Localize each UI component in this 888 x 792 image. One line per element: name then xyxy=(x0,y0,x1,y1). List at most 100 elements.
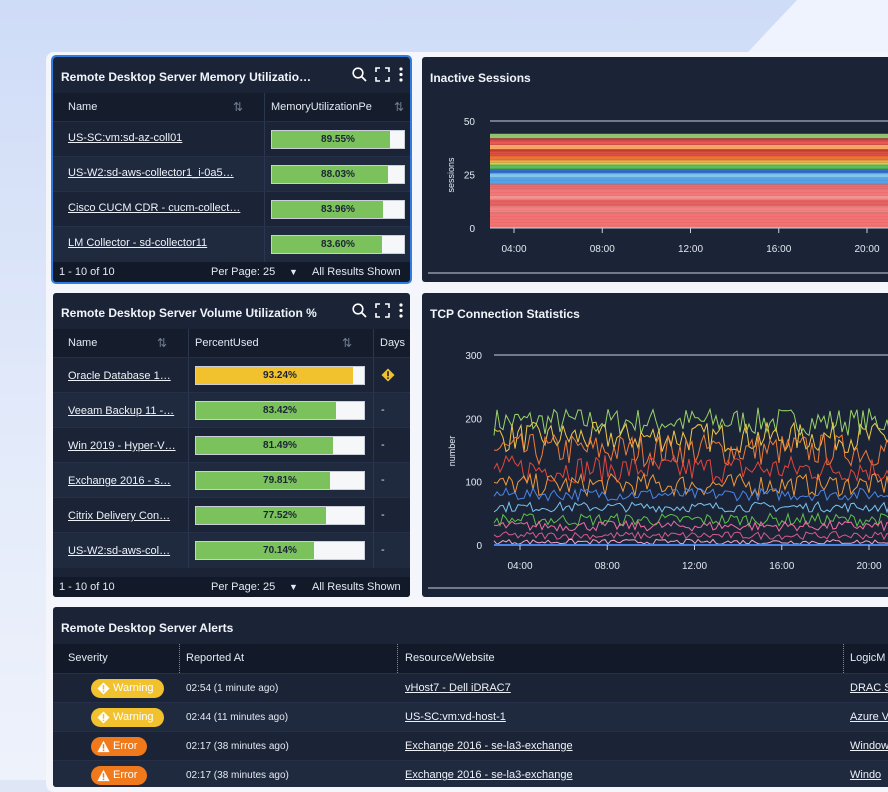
bar-value: 88.03% xyxy=(321,169,355,180)
logicmodule-link[interactable]: Azure V xyxy=(850,711,888,723)
memory-utilization-widget[interactable]: Remote Desktop Server Memory Utilizatio…… xyxy=(51,55,412,284)
per-page-select[interactable]: Per Page: 25 xyxy=(211,266,276,278)
tcp-connection-widget[interactable]: TCP Connection Statistics 300 200 100 0 numb… xyxy=(422,293,888,597)
table-row[interactable]: Cisco CUCM CDR - cucm-collect… 83.96% xyxy=(53,191,410,227)
column-header-reported[interactable]: Reported At xyxy=(186,652,245,664)
column-header-severity[interactable]: Severity xyxy=(68,652,108,664)
utilization-bar: 88.03% xyxy=(271,165,405,184)
bar-fill xyxy=(196,402,337,419)
bar-fill xyxy=(196,367,353,384)
more-options-icon[interactable] xyxy=(398,67,404,82)
volume-utilization-widget[interactable]: Remote Desktop Server Volume Utilization… xyxy=(53,293,410,597)
resource-link[interactable]: Exchange 2016 - s… xyxy=(68,475,171,487)
chevron-down-icon[interactable]: ▼ xyxy=(289,582,298,592)
area-band xyxy=(490,195,888,200)
sort-icon[interactable]: ⇅ xyxy=(342,336,353,350)
search-icon[interactable] xyxy=(352,303,367,318)
column-header-logicmodule[interactable]: LogicM xyxy=(850,652,886,664)
logicmodule-link[interactable]: Windo xyxy=(850,769,882,781)
resource-link[interactable]: Citrix Delivery Con… xyxy=(68,510,171,522)
table-row[interactable]: Veeam Backup 11 -… 83.42% - xyxy=(53,392,410,428)
warning-icon xyxy=(381,368,395,387)
resource-link[interactable]: Win 2019 - Hyper-V… xyxy=(68,440,176,452)
table-row[interactable]: US-W2:sd-aws-col… 70.14% - xyxy=(53,532,410,568)
table-row[interactable]: Win 2019 - Hyper-V… 81.49% - xyxy=(53,427,410,463)
table-row[interactable]: US-W2:sd-aws-collector1_i-0a5… 88.03% xyxy=(53,156,410,192)
area-band xyxy=(490,151,888,156)
logicmodule-link[interactable]: Window xyxy=(850,740,888,752)
per-page-select[interactable]: Per Page: 25 xyxy=(211,581,276,593)
days-value: - xyxy=(381,544,385,556)
severity-label: Warning xyxy=(113,711,154,723)
days-value: - xyxy=(381,404,385,416)
alert-row[interactable]: Error 02:17 (38 minutes ago) Exchange 2016… xyxy=(53,731,888,761)
widget-title: Remote Desktop Server Memory Utilizatio… xyxy=(61,70,312,84)
series-line xyxy=(493,530,888,541)
bar-value: 83.42% xyxy=(263,405,297,416)
fullscreen-icon[interactable] xyxy=(375,67,390,82)
utilization-bar: 89.55% xyxy=(271,130,405,149)
warning-badge: Warning xyxy=(91,708,164,727)
resource-link[interactable]: US-SC:vm:sd-az-coll01 xyxy=(68,132,183,144)
resource-link[interactable]: LM Collector - sd-collector11 xyxy=(68,237,208,249)
table-row[interactable]: US-SC:vm:sd-az-coll01 89.55% xyxy=(53,121,410,157)
table-row[interactable]: LM Collector - sd-collector11 83.60% xyxy=(53,226,410,262)
logicmodule-link[interactable]: DRAC S xyxy=(850,682,888,694)
x-tick-label: 08:00 xyxy=(590,244,615,255)
sort-icon[interactable]: ⇅ xyxy=(233,100,244,114)
widget-title: Remote Desktop Server Alerts xyxy=(61,621,234,635)
days-value: - xyxy=(381,439,385,451)
series-line xyxy=(493,454,888,484)
series-line xyxy=(493,407,888,437)
error-badge: Error xyxy=(91,737,148,756)
resource-link[interactable]: US-W2:sd-aws-collector1_i-0a5… xyxy=(68,167,234,179)
widget-title: Remote Desktop Server Volume Utilization… xyxy=(61,306,317,320)
more-options-icon[interactable] xyxy=(398,303,404,318)
utilization-bar: 93.24% xyxy=(195,366,365,385)
alert-row[interactable]: Warning 02:44 (11 minutes ago) US-SC:vm:vd… xyxy=(53,702,888,732)
alerts-widget[interactable]: Remote Desktop Server Alerts Severity Re… xyxy=(53,607,888,787)
bar-value: 81.49% xyxy=(263,440,297,451)
column-header-percentused[interactable]: PercentUsed xyxy=(195,337,259,349)
y-tick-label: 50 xyxy=(464,117,476,128)
inactive-sessions-widget[interactable]: Inactive Sessions 50 25 0 sessions 04:00 08:0… xyxy=(422,57,888,282)
resource-link[interactable]: US-W2:sd-aws-col… xyxy=(68,545,171,557)
column-header-days[interactable]: Days xyxy=(380,337,406,349)
bar-value: 93.24% xyxy=(263,370,297,381)
utilization-bar: 83.42% xyxy=(195,401,365,420)
resource-link[interactable]: Oracle Database 1… xyxy=(68,370,171,382)
resource-link[interactable]: Veeam Backup 11 -… xyxy=(68,405,175,417)
bar-fill xyxy=(196,472,331,489)
alert-row[interactable]: Error 02:17 (38 minutes ago) Exchange 2016… xyxy=(53,760,888,787)
resource-link[interactable]: vHost7 - Dell iDRAC7 xyxy=(405,682,511,694)
chevron-down-icon[interactable]: ▼ xyxy=(289,267,298,277)
table-row[interactable]: Citrix Delivery Con… 77.52% - xyxy=(53,497,410,533)
column-header-name[interactable]: Name xyxy=(68,337,98,349)
severity-label: Warning xyxy=(113,682,154,694)
table-row[interactable]: Exchange 2016 - s… 79.81% - xyxy=(53,462,410,498)
bar-fill xyxy=(272,236,383,253)
bar-fill xyxy=(272,166,389,183)
resource-link[interactable]: US-SC:vm:vd-host-1 xyxy=(405,711,506,723)
fullscreen-icon[interactable] xyxy=(375,303,390,318)
resource-link[interactable]: Exchange 2016 - se-la3-exchange xyxy=(405,769,573,781)
column-header-name[interactable]: Name xyxy=(68,101,98,113)
resource-link[interactable]: Exchange 2016 - se-la3-exchange xyxy=(405,740,573,752)
column-header-memory[interactable]: MemoryUtilizationPe xyxy=(271,101,372,113)
sort-icon[interactable]: ⇅ xyxy=(394,100,405,114)
column-header-resource[interactable]: Resource/Website xyxy=(405,652,495,664)
days-value: - xyxy=(381,509,385,521)
series-line xyxy=(493,486,888,503)
x-tick-label: 20:00 xyxy=(854,244,879,255)
table-row[interactable]: Oracle Database 1… 93.24% xyxy=(53,357,410,393)
alert-row[interactable]: Warning 02:54 (1 minute ago) vHost7 - Dell… xyxy=(53,673,888,703)
x-tick-label: 04:00 xyxy=(507,561,532,572)
resource-link[interactable]: Cisco CUCM CDR - cucm-collect… xyxy=(68,202,241,214)
bar-value: 83.96% xyxy=(321,204,355,215)
series-line xyxy=(493,432,888,468)
search-icon[interactable] xyxy=(352,67,367,82)
area-band xyxy=(490,155,888,161)
x-tick-label: 12:00 xyxy=(678,244,703,255)
bar-fill xyxy=(196,437,333,454)
sort-icon[interactable]: ⇅ xyxy=(157,336,168,350)
